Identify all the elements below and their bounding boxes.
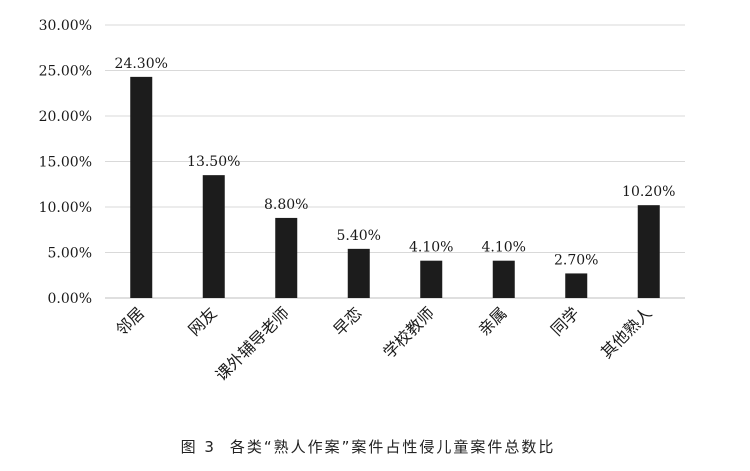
- bar: [347, 248, 370, 298]
- caption-text: 各类“熟人作案”案件占性侵儿童案件总数比: [229, 438, 556, 456]
- data-label: 4.10%: [409, 240, 453, 256]
- data-label: 5.40%: [337, 228, 381, 244]
- data-label: 8.80%: [264, 197, 308, 213]
- x-tick-label: 早恋: [330, 303, 366, 339]
- y-tick-label: 0.00%: [48, 291, 92, 307]
- bar: [565, 273, 588, 298]
- figure-number: 图 3: [180, 438, 216, 456]
- x-tick-label: 同学: [547, 303, 583, 339]
- data-label: 4.10%: [482, 240, 526, 256]
- y-tick-label: 5.00%: [48, 246, 92, 262]
- x-tick-label: 学校教师: [379, 303, 438, 362]
- bar: [130, 76, 153, 299]
- x-tick-label: 邻居: [112, 303, 148, 339]
- bar: [492, 260, 515, 298]
- bar: [637, 205, 660, 298]
- y-tick-label: 20.00%: [39, 109, 92, 125]
- bar: [202, 175, 225, 298]
- x-tick-label: 网友: [185, 303, 221, 339]
- x-tick-label: 其他熟人: [597, 303, 656, 362]
- y-tick-label: 30.00%: [39, 18, 92, 34]
- data-label: 24.30%: [115, 56, 168, 72]
- data-label: 13.50%: [187, 154, 240, 170]
- bar-chart: 0.00% 5.00% 10.00% 15.00% 20.00% 25.00% 30.00%…: [39, 18, 685, 385]
- data-label: 2.70%: [554, 252, 598, 268]
- y-tick-label: 25.00%: [39, 64, 92, 80]
- y-tick-label: 15.00%: [39, 155, 92, 171]
- figure-caption: 图 3 各类“熟人作案”案件占性侵儿童案件总数比: [0, 436, 750, 457]
- y-tick-label: 10.00%: [39, 200, 92, 216]
- x-tick-label: 课外辅导老师: [212, 303, 293, 384]
- bar: [275, 217, 298, 298]
- x-tick-label: 亲属: [475, 303, 511, 339]
- data-label: 10.20%: [622, 184, 675, 200]
- bar: [420, 260, 443, 298]
